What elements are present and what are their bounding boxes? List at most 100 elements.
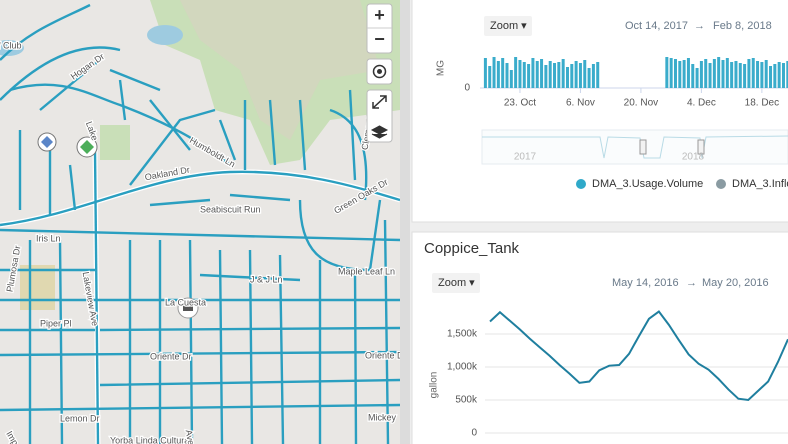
legend-symbol[interactable] — [716, 179, 726, 189]
bar — [531, 58, 535, 88]
y-tick-label: 1,000k — [447, 362, 478, 373]
street-label: La Cuesta — [165, 297, 206, 307]
legend-label[interactable]: DMA_3.Inflo — [732, 178, 788, 190]
bar — [496, 61, 500, 88]
navigator-handle[interactable] — [639, 139, 647, 155]
bar — [678, 61, 682, 88]
y-tick-label: 1,500k — [447, 329, 478, 340]
bar — [509, 70, 513, 88]
bar — [712, 59, 716, 88]
bar — [501, 58, 505, 88]
bar — [756, 61, 760, 88]
bar — [738, 63, 742, 88]
bar — [682, 60, 686, 88]
x-tick-label: 18. Dec — [745, 98, 779, 109]
bar — [747, 59, 751, 88]
street-label: Lemon Dr — [60, 413, 100, 423]
layers-button[interactable] — [370, 125, 389, 139]
bar — [699, 61, 703, 88]
charts: Zoom ▾ Oct 14, 2017 → Feb 8, 2018 MG 0 23. Oct… — [424, 16, 788, 439]
chart-card — [411, 231, 788, 444]
bar — [492, 57, 496, 88]
navigator-handle[interactable] — [697, 139, 705, 155]
range-end: Feb 8, 2018 — [713, 20, 772, 32]
y-tick-label: 500k — [455, 395, 478, 406]
legend-label[interactable]: DMA_3.Usage.Volume — [592, 178, 703, 190]
marker-icon — [80, 140, 94, 154]
bar — [514, 57, 518, 88]
zoom-label[interactable]: Zoom ▾ — [490, 20, 527, 32]
pond — [147, 25, 183, 45]
bar — [730, 62, 734, 88]
range-start: May 14, 2016 — [612, 277, 679, 289]
range-start: Oct 14, 2017 — [625, 20, 688, 32]
range-arrow: → — [694, 20, 705, 32]
zoom-label[interactable]: Zoom ▾ — [438, 277, 475, 289]
y-tick-label: 0 — [471, 428, 477, 439]
bar — [596, 62, 600, 88]
bar — [695, 68, 699, 88]
bar — [743, 64, 747, 88]
bar — [561, 59, 565, 88]
bar — [578, 63, 582, 88]
x-tick-label: 23. Oct — [504, 98, 536, 109]
navigator — [481, 129, 788, 165]
field — [20, 265, 55, 310]
bar — [535, 61, 539, 88]
x-tick-label: 20. Nov — [624, 98, 658, 109]
street-label: f Club — [0, 40, 22, 50]
split-handle[interactable] — [400, 0, 410, 444]
zoom-button[interactable] — [432, 273, 480, 293]
street-label: Oriente Dr — [150, 351, 192, 361]
bar — [591, 64, 595, 88]
locate-icon — [377, 69, 382, 74]
bar — [583, 60, 587, 88]
bar — [540, 59, 544, 88]
bar — [717, 57, 721, 88]
bar — [565, 67, 569, 88]
bar — [544, 65, 548, 88]
street-label: Maple Leaf Ln — [338, 266, 395, 276]
y-axis-label: MG — [436, 60, 447, 76]
bar — [786, 61, 788, 88]
bar — [751, 58, 755, 88]
bar — [686, 58, 690, 88]
bar — [704, 59, 708, 88]
zoom-out-button[interactable]: − — [374, 29, 385, 49]
range-arrow: → — [686, 277, 697, 289]
street-label: J & J Ln — [250, 274, 283, 284]
locate-icon — [372, 64, 387, 79]
bar — [725, 58, 729, 88]
map-controls: + − — [366, 3, 393, 143]
bar — [769, 66, 773, 88]
bar — [488, 66, 492, 88]
bar — [760, 62, 764, 88]
bar — [553, 63, 557, 88]
y-axis-label: gallon — [429, 372, 440, 399]
zoom-in-button[interactable]: + — [374, 5, 385, 25]
x-tick-label: 6. Nov — [566, 98, 595, 109]
legend-symbol[interactable] — [576, 179, 586, 189]
bar — [669, 58, 673, 88]
fullscreen-button[interactable] — [372, 95, 387, 109]
zoom-button[interactable] — [484, 16, 532, 36]
bar — [777, 62, 781, 88]
bar — [518, 60, 522, 88]
street-label: Yorba Linda Cultural — [110, 435, 191, 444]
bar — [665, 57, 669, 88]
bar — [691, 64, 695, 88]
navigator-label: 2017 — [514, 152, 537, 163]
chart-title: Coppice_Tank — [424, 240, 520, 257]
bar — [587, 68, 591, 88]
bar — [483, 58, 487, 88]
x-tick-label: 4. Dec — [687, 98, 716, 109]
street-label: Iris Ln — [36, 233, 61, 243]
range-end: May 20, 2016 — [702, 277, 769, 289]
bar — [574, 61, 578, 88]
bar — [721, 60, 725, 88]
bar — [764, 60, 768, 88]
park-area — [100, 125, 130, 160]
street-label: Oriente Dr — [365, 350, 407, 360]
